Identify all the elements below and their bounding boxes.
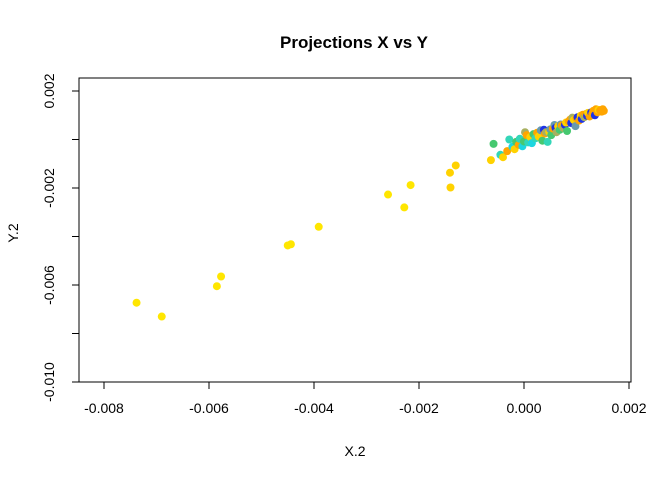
scatter-point: [384, 190, 393, 199]
x-axis: -0.008 -0.006 -0.004 -0.002 0.000 0.002: [84, 381, 647, 416]
scatter-point: [543, 137, 552, 146]
scatter-point: [505, 135, 514, 144]
scatter-point: [314, 222, 323, 231]
x-tick-label: -0.004: [294, 400, 334, 416]
scatter-point: [400, 203, 409, 212]
scatter-point: [446, 183, 455, 192]
scatter-point: [157, 312, 166, 321]
scatter-point: [489, 139, 498, 148]
data-points: [132, 105, 608, 321]
plot-area: [78, 77, 632, 383]
y-tick-label: -0.010: [41, 362, 57, 402]
x-tick-label: -0.006: [189, 400, 229, 416]
chart-title: Projections X vs Y: [280, 33, 429, 52]
x-tick-label: -0.002: [399, 400, 439, 416]
y-axis: 0.002 -0.002 -0.006 -0.010: [41, 73, 80, 402]
x-tick-label: -0.008: [84, 400, 124, 416]
scatter-point: [212, 282, 221, 291]
x-axis-label: X.2: [344, 443, 365, 459]
scatter-point: [217, 272, 226, 281]
y-tick-label: -0.006: [41, 265, 57, 305]
x-tick-label: 0.000: [506, 400, 541, 416]
scatter-point: [286, 240, 295, 249]
x-tick-label: 0.002: [611, 400, 646, 416]
y-axis-label: Y.2: [5, 223, 21, 242]
scatter-point: [499, 153, 507, 162]
scatter-point: [599, 106, 608, 115]
scatter-point: [563, 127, 572, 136]
y-tick-label: -0.002: [41, 168, 57, 208]
scatter-point: [445, 168, 454, 177]
y-tick-label: 0.002: [41, 73, 57, 108]
scatter-point: [406, 181, 415, 190]
scatter-point: [132, 298, 141, 307]
scatter-point: [503, 147, 512, 156]
scatter-point: [451, 161, 460, 170]
scatter-point: [486, 156, 495, 165]
